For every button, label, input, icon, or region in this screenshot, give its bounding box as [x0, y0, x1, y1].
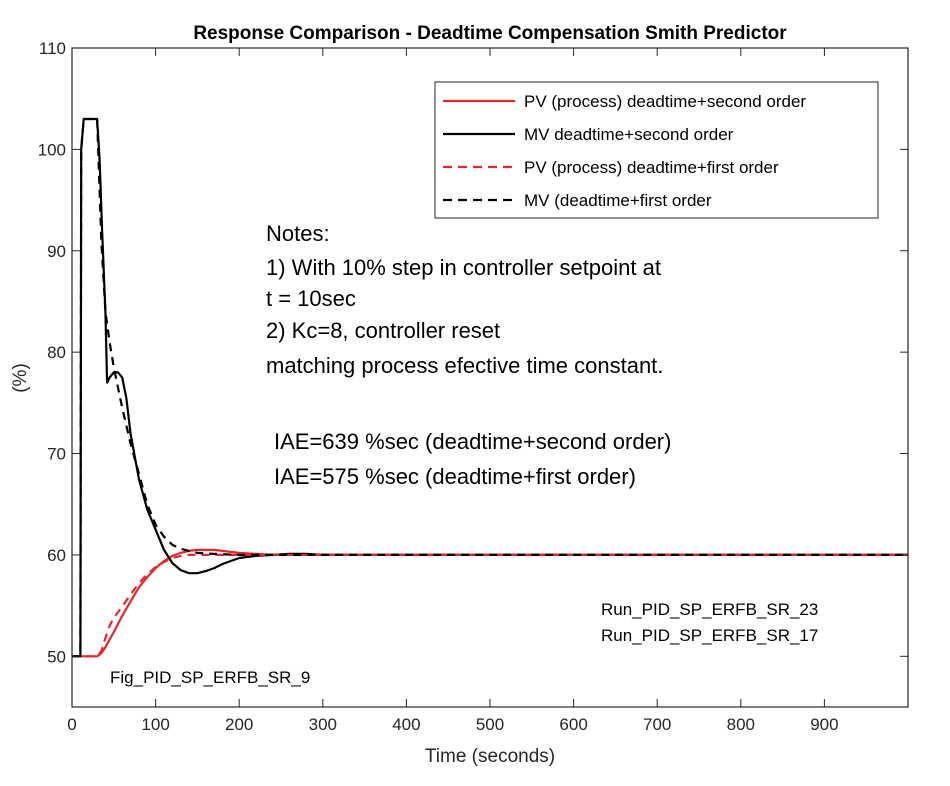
y-tick-label: 110 [39, 39, 66, 58]
x-tick-label: 700 [643, 715, 671, 734]
legend-entry-pv-second-order: PV (process) deadtime+second order [524, 92, 806, 111]
notes-annotation: Notes: 1) With 10% step in controller se… [266, 221, 663, 378]
x-axis-label: Time (seconds) [425, 746, 555, 767]
x-tick-label: 200 [225, 715, 253, 734]
y-tick-label: 50 [47, 647, 66, 666]
run-id: Run_PID_SP_ERFB_SR_23 [601, 600, 818, 619]
run-id-annotation: Run_PID_SP_ERFB_SR_23 Run_PID_SP_ERFB_SR… [601, 600, 818, 645]
x-tick-label: 0 [67, 715, 76, 734]
legend-entry-mv-second-order: MV deadtime+second order [524, 125, 734, 144]
notes-line: t = 10sec [266, 286, 356, 311]
y-axis-label: (%) [10, 363, 31, 393]
x-tick-label: 100 [141, 715, 169, 734]
run-id: Run_PID_SP_ERFB_SR_17 [601, 626, 818, 645]
x-tick-label: 800 [727, 715, 755, 734]
x-tick-label: 900 [810, 715, 838, 734]
y-tick-label: 100 [38, 140, 66, 159]
notes-line: 2) Kc=8, controller reset [266, 318, 500, 343]
legend-entry-pv-first-order: PV (process) deadtime+first order [524, 158, 779, 177]
legend-box [434, 81, 879, 219]
x-tick-label: 500 [476, 715, 504, 734]
iae-second-order: IAE=639 %sec (deadtime+second order) [274, 429, 671, 454]
notes-line: Notes: [266, 221, 330, 246]
y-tick-label: 70 [47, 445, 66, 464]
iae-first-order: IAE=575 %sec (deadtime+first order) [274, 464, 636, 489]
y-tick-label: 80 [47, 343, 66, 362]
notes-line: matching process efective time constant. [266, 353, 663, 378]
x-tick-label: 600 [559, 715, 587, 734]
iae-annotation: IAE=639 %sec (deadtime+second order) IAE… [274, 429, 671, 489]
figure-id: Fig_PID_SP_ERFB_SR_9 [110, 668, 310, 687]
series-line-3 [72, 117, 908, 658]
legend: PV (process) deadtime+second order MV de… [434, 81, 879, 219]
x-tick-label: 400 [392, 715, 420, 734]
notes-line: 1) With 10% step in controller setpoint … [266, 255, 661, 280]
y-tick-label: 90 [47, 242, 66, 261]
y-tick-label: 60 [47, 546, 66, 565]
x-axis: 0 100 200 300 400 500 600 700 800 900 [67, 48, 839, 734]
y-axis: 50 60 70 80 90 100 110 [38, 39, 908, 666]
legend-entry-mv-first-order: MV (deadtime+first order [524, 191, 712, 210]
x-tick-label: 300 [309, 715, 337, 734]
series-lines [72, 117, 908, 658]
chart-title: Response Comparison - Deadtime Compensat… [193, 23, 787, 44]
